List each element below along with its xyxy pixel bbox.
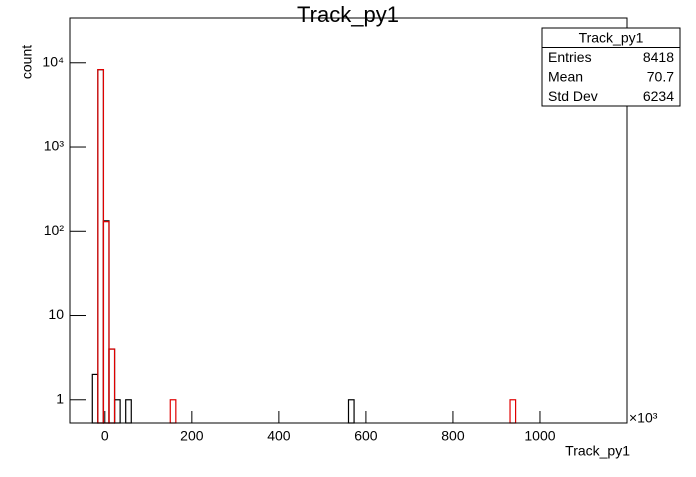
stats-box [541,27,681,107]
x-tick-label: 1000 [524,428,555,444]
stats-value: 70.7 [647,68,674,84]
x-tick-label: 200 [180,428,204,444]
x-tick-label: 0 [101,428,109,444]
y-tick-label: 10⁴ [42,53,64,69]
stats-title: Track_py1 [579,29,644,45]
y-tick-label: 10³ [44,138,65,154]
y-tick-label: 10² [44,222,65,238]
stats-value: 6234 [643,88,674,104]
x-tick-label: 400 [267,428,291,444]
stats-key: Std Dev [548,88,598,104]
stats-key: Mean [548,68,583,84]
y-axis-label: count [19,45,35,79]
x-tick-label: 800 [441,428,465,444]
x-tick-label: 600 [354,428,378,444]
plot-frame [69,17,628,424]
stats-value: 8418 [643,49,674,65]
chart-title: Track_py1 [297,2,399,27]
x-axis-label: Track_py1 [565,443,630,459]
y-tick-label: 1 [56,390,64,406]
y-tick-label: 10 [48,306,64,322]
x-exponent: ×10³ [629,410,658,426]
stats-key: Entries [548,49,592,65]
